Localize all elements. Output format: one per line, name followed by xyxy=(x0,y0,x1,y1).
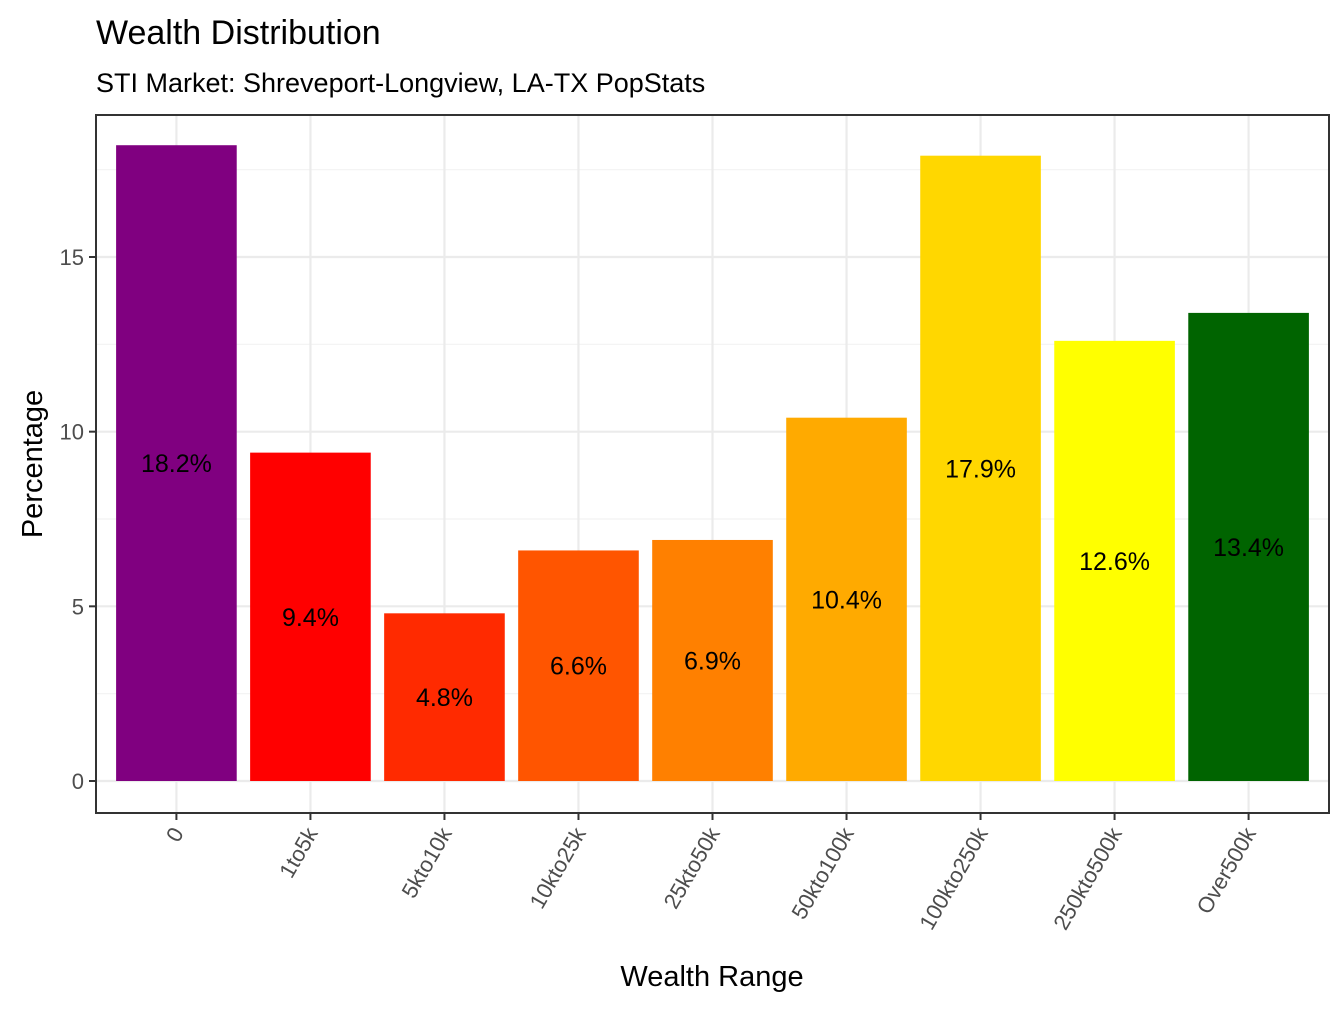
bar-value-label: 18.2% xyxy=(141,450,212,478)
bar-value-label: 4.8% xyxy=(416,684,473,712)
bar-value-label: 13.4% xyxy=(1213,534,1284,562)
bar-0 xyxy=(116,145,237,782)
y-axis-title: Percentage xyxy=(17,390,49,538)
bar-value-label: 6.9% xyxy=(684,647,741,675)
bar-value-label: 9.4% xyxy=(282,604,339,632)
y-tick-label: 5 xyxy=(72,594,84,619)
bar-value-label: 12.6% xyxy=(1079,548,1150,576)
bar-25kto50k xyxy=(652,539,773,781)
bar-5kto10k xyxy=(384,613,505,781)
bar-value-label: 10.4% xyxy=(811,586,882,614)
x-tick-label: 1to5k xyxy=(274,822,323,882)
x-tick-label: Over500k xyxy=(1192,822,1262,918)
bar-Over500k xyxy=(1188,312,1309,781)
bar-50kto100k xyxy=(786,417,907,781)
chart-title: Wealth Distribution xyxy=(96,14,381,52)
bar-value-label: 17.9% xyxy=(945,455,1016,483)
x-tick-label: 250kto500k xyxy=(1048,822,1127,934)
y-tick-label: 0 xyxy=(72,769,84,794)
bar-10kto25k xyxy=(518,550,639,781)
x-tick-label: 100kto250k xyxy=(914,822,993,934)
x-tick-label: 10kto25k xyxy=(525,822,592,913)
x-tick-label: 25kto50k xyxy=(659,822,726,913)
y-tick-label: 10 xyxy=(60,420,84,445)
x-tick-label: 0 xyxy=(161,823,189,846)
bar-labels: 18.2% 9.4% 4.8% 6.6% 6.9% 10.4% 17.9% 12.6% 13.4… xyxy=(141,450,1284,712)
bars xyxy=(116,145,1309,782)
x-axis: 0 1to5k 5kto10k 10kto25k 25kto50k 50kto100k 10… xyxy=(161,813,1261,934)
y-axis: 0 5 10 15 xyxy=(60,245,96,794)
x-tick-label: 50kto100k xyxy=(786,822,859,923)
bar-100kto250k xyxy=(920,155,1041,781)
x-tick-label: 5kto10k xyxy=(397,822,458,902)
chart-subtitle: STI Market: Shreveport-Longview, LA-TX P… xyxy=(96,68,705,98)
x-axis-title: Wealth Range xyxy=(620,961,803,993)
y-tick-label: 15 xyxy=(60,245,84,270)
bar-value-label: 6.6% xyxy=(550,653,607,681)
bar-250kto500k xyxy=(1054,340,1175,781)
bar-1to5k xyxy=(250,452,371,781)
